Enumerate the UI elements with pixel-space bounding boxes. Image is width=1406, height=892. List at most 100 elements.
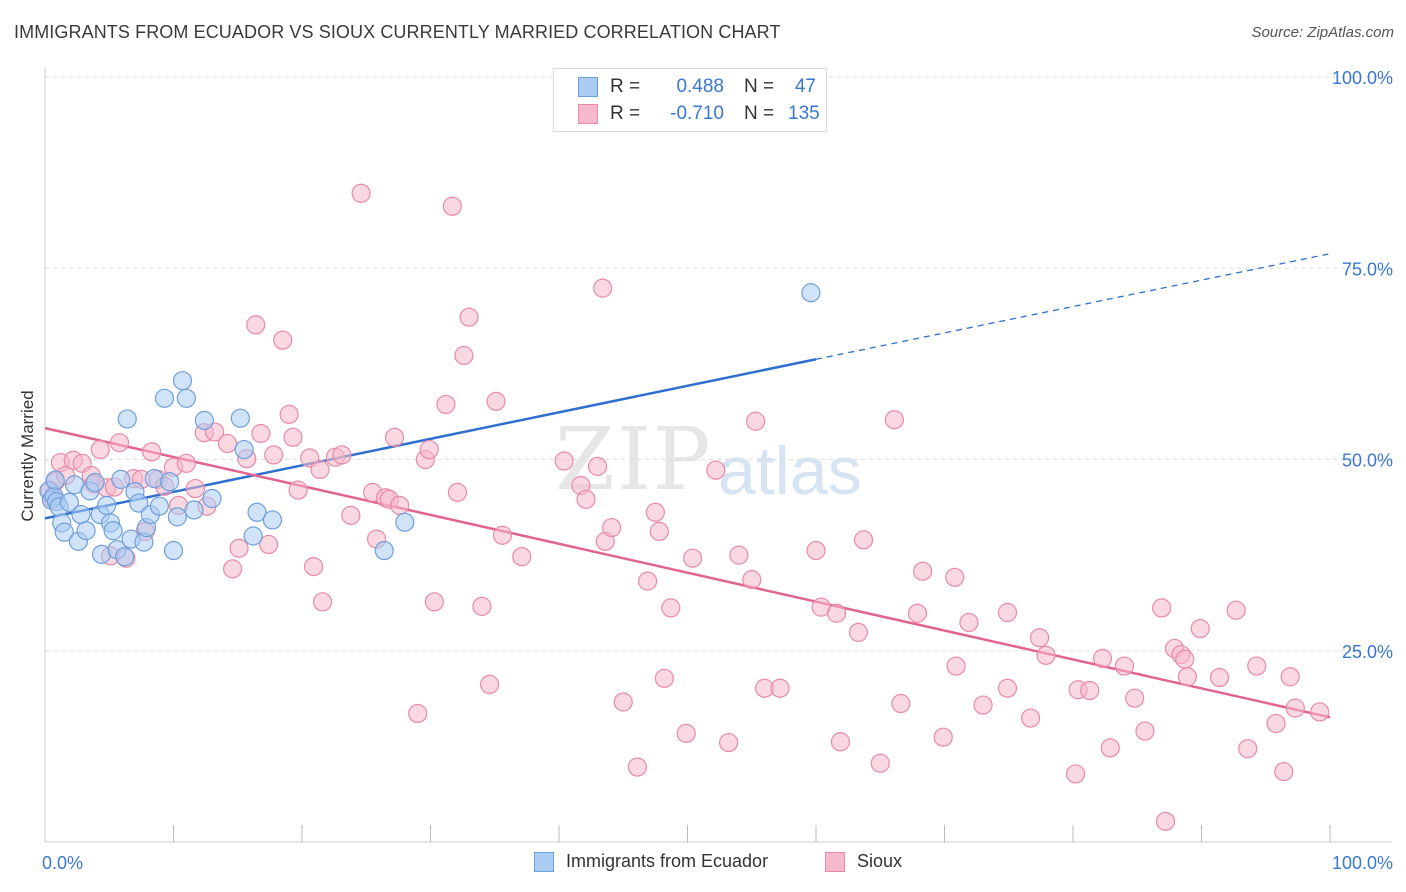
sioux-point xyxy=(806,540,826,561)
sioux-point xyxy=(576,489,596,509)
chart-title: IMMIGRANTS FROM ECUADOR VS SIOUX CURRENT… xyxy=(14,22,781,42)
sioux-point xyxy=(676,723,696,743)
sioux-point xyxy=(770,678,790,698)
legend-row-ecuador: R = 0.488 N = 47 xyxy=(578,75,816,99)
sioux-point xyxy=(706,460,726,480)
y-tick-label: 75.0% xyxy=(1342,259,1393,279)
gridlines xyxy=(45,76,1392,652)
sioux-point xyxy=(973,695,993,715)
sioux-point xyxy=(1190,618,1210,639)
ecuador-point xyxy=(243,526,263,546)
sioux-point xyxy=(447,482,468,502)
sioux-point xyxy=(229,538,249,558)
bottom-legend-ecuador: Immigrants from Ecuador xyxy=(534,851,768,872)
sioux-point xyxy=(332,445,352,465)
ecuador-point xyxy=(194,410,214,431)
x-tick-label: 0.0% xyxy=(42,853,83,873)
sioux-point xyxy=(436,394,456,415)
ecuador-trend-line xyxy=(44,358,817,520)
sioux-point xyxy=(341,505,361,525)
y-tick-label: 50.0% xyxy=(1342,451,1393,471)
sioux-point xyxy=(351,183,371,203)
sioux-point xyxy=(649,521,669,542)
sioux-point xyxy=(1020,708,1041,728)
sioux-point xyxy=(1209,667,1230,688)
x-tick-label: 100.0% xyxy=(1332,853,1393,873)
y-tick-label: 25.0% xyxy=(1342,642,1393,662)
ecuador-point xyxy=(172,371,193,391)
sioux-point xyxy=(264,445,284,465)
legend-n-value: 47 xyxy=(794,76,816,97)
sioux-point xyxy=(1177,667,1197,687)
sioux-point xyxy=(459,307,479,327)
legend-n-label: N = xyxy=(744,76,775,97)
correlation-legend: R = 0.488 N = 47 R = -0.710 N = 135 xyxy=(553,68,827,132)
sioux-point xyxy=(913,561,933,581)
sioux-point xyxy=(512,547,532,567)
sioux-point xyxy=(246,315,266,335)
sioux-point xyxy=(826,603,847,623)
ecuador-point xyxy=(202,488,222,509)
tick-labels: 25.0% 50.0% 75.0% 100.0% 0.0% 100.0% xyxy=(42,68,1393,873)
sioux-point xyxy=(891,693,911,714)
sioux-point xyxy=(638,571,658,591)
ecuador-point xyxy=(76,521,96,541)
sioux-point xyxy=(1280,667,1300,687)
ecuador-point xyxy=(45,470,65,490)
legend-r-label: R = xyxy=(610,103,641,124)
bottom-legend-label: Sioux xyxy=(857,851,903,871)
ecuador-point xyxy=(154,388,175,408)
legend-swatch-pink xyxy=(578,104,598,124)
ecuador-point xyxy=(167,507,187,527)
sioux-point xyxy=(258,534,279,555)
sioux-point xyxy=(303,556,324,577)
sioux-point xyxy=(273,330,293,350)
ecuador-point xyxy=(129,493,149,513)
sioux-point xyxy=(472,596,492,616)
sioux-point xyxy=(654,668,674,688)
sioux-point xyxy=(554,451,574,471)
bottom-legend-swatch-pink xyxy=(825,851,845,872)
legend-row-sioux: R = -0.710 N = 135 xyxy=(578,102,820,126)
sioux-point xyxy=(279,404,299,424)
sioux-point xyxy=(719,732,739,753)
bottom-legend-sioux: Sioux xyxy=(825,851,902,872)
sioux-point xyxy=(613,692,633,712)
sioux-point xyxy=(1135,721,1155,741)
sioux-point xyxy=(310,459,330,480)
watermark-atlas: atlas xyxy=(718,433,862,509)
ecuador-point xyxy=(103,521,123,541)
ecuador-point xyxy=(262,510,283,530)
sioux-point xyxy=(997,602,1018,623)
sioux-point xyxy=(1100,738,1120,758)
sioux-point xyxy=(1065,764,1086,784)
source-credit: Source: ZipAtlas.com xyxy=(1251,24,1394,41)
sioux-point xyxy=(661,598,681,618)
sioux-point xyxy=(729,545,749,565)
sioux-point xyxy=(853,530,874,550)
sioux-point xyxy=(870,753,890,773)
sioux-point xyxy=(251,423,271,444)
ecuador-point xyxy=(395,512,415,532)
sioux-point xyxy=(933,727,953,747)
sioux-point xyxy=(1285,698,1305,718)
sioux-point xyxy=(223,559,243,579)
sioux-point xyxy=(424,592,444,612)
sioux-point xyxy=(486,391,506,411)
sioux-point xyxy=(884,410,904,430)
sioux-point xyxy=(830,732,851,752)
sioux-point xyxy=(1080,680,1100,701)
sioux-point xyxy=(480,674,500,695)
sioux-point xyxy=(1029,628,1050,648)
sioux-point xyxy=(384,427,405,447)
sioux-point xyxy=(283,427,303,447)
ecuador-point xyxy=(71,504,91,525)
ecuador-point xyxy=(247,502,267,522)
legend-swatch-blue xyxy=(578,77,598,97)
y-tick-label: 100.0% xyxy=(1332,68,1393,88)
sioux-point xyxy=(1274,762,1294,782)
sioux-point xyxy=(142,442,162,462)
y-axis-label: Currently Married xyxy=(18,390,37,522)
sioux-point xyxy=(848,622,869,642)
ecuador-point xyxy=(801,283,821,303)
